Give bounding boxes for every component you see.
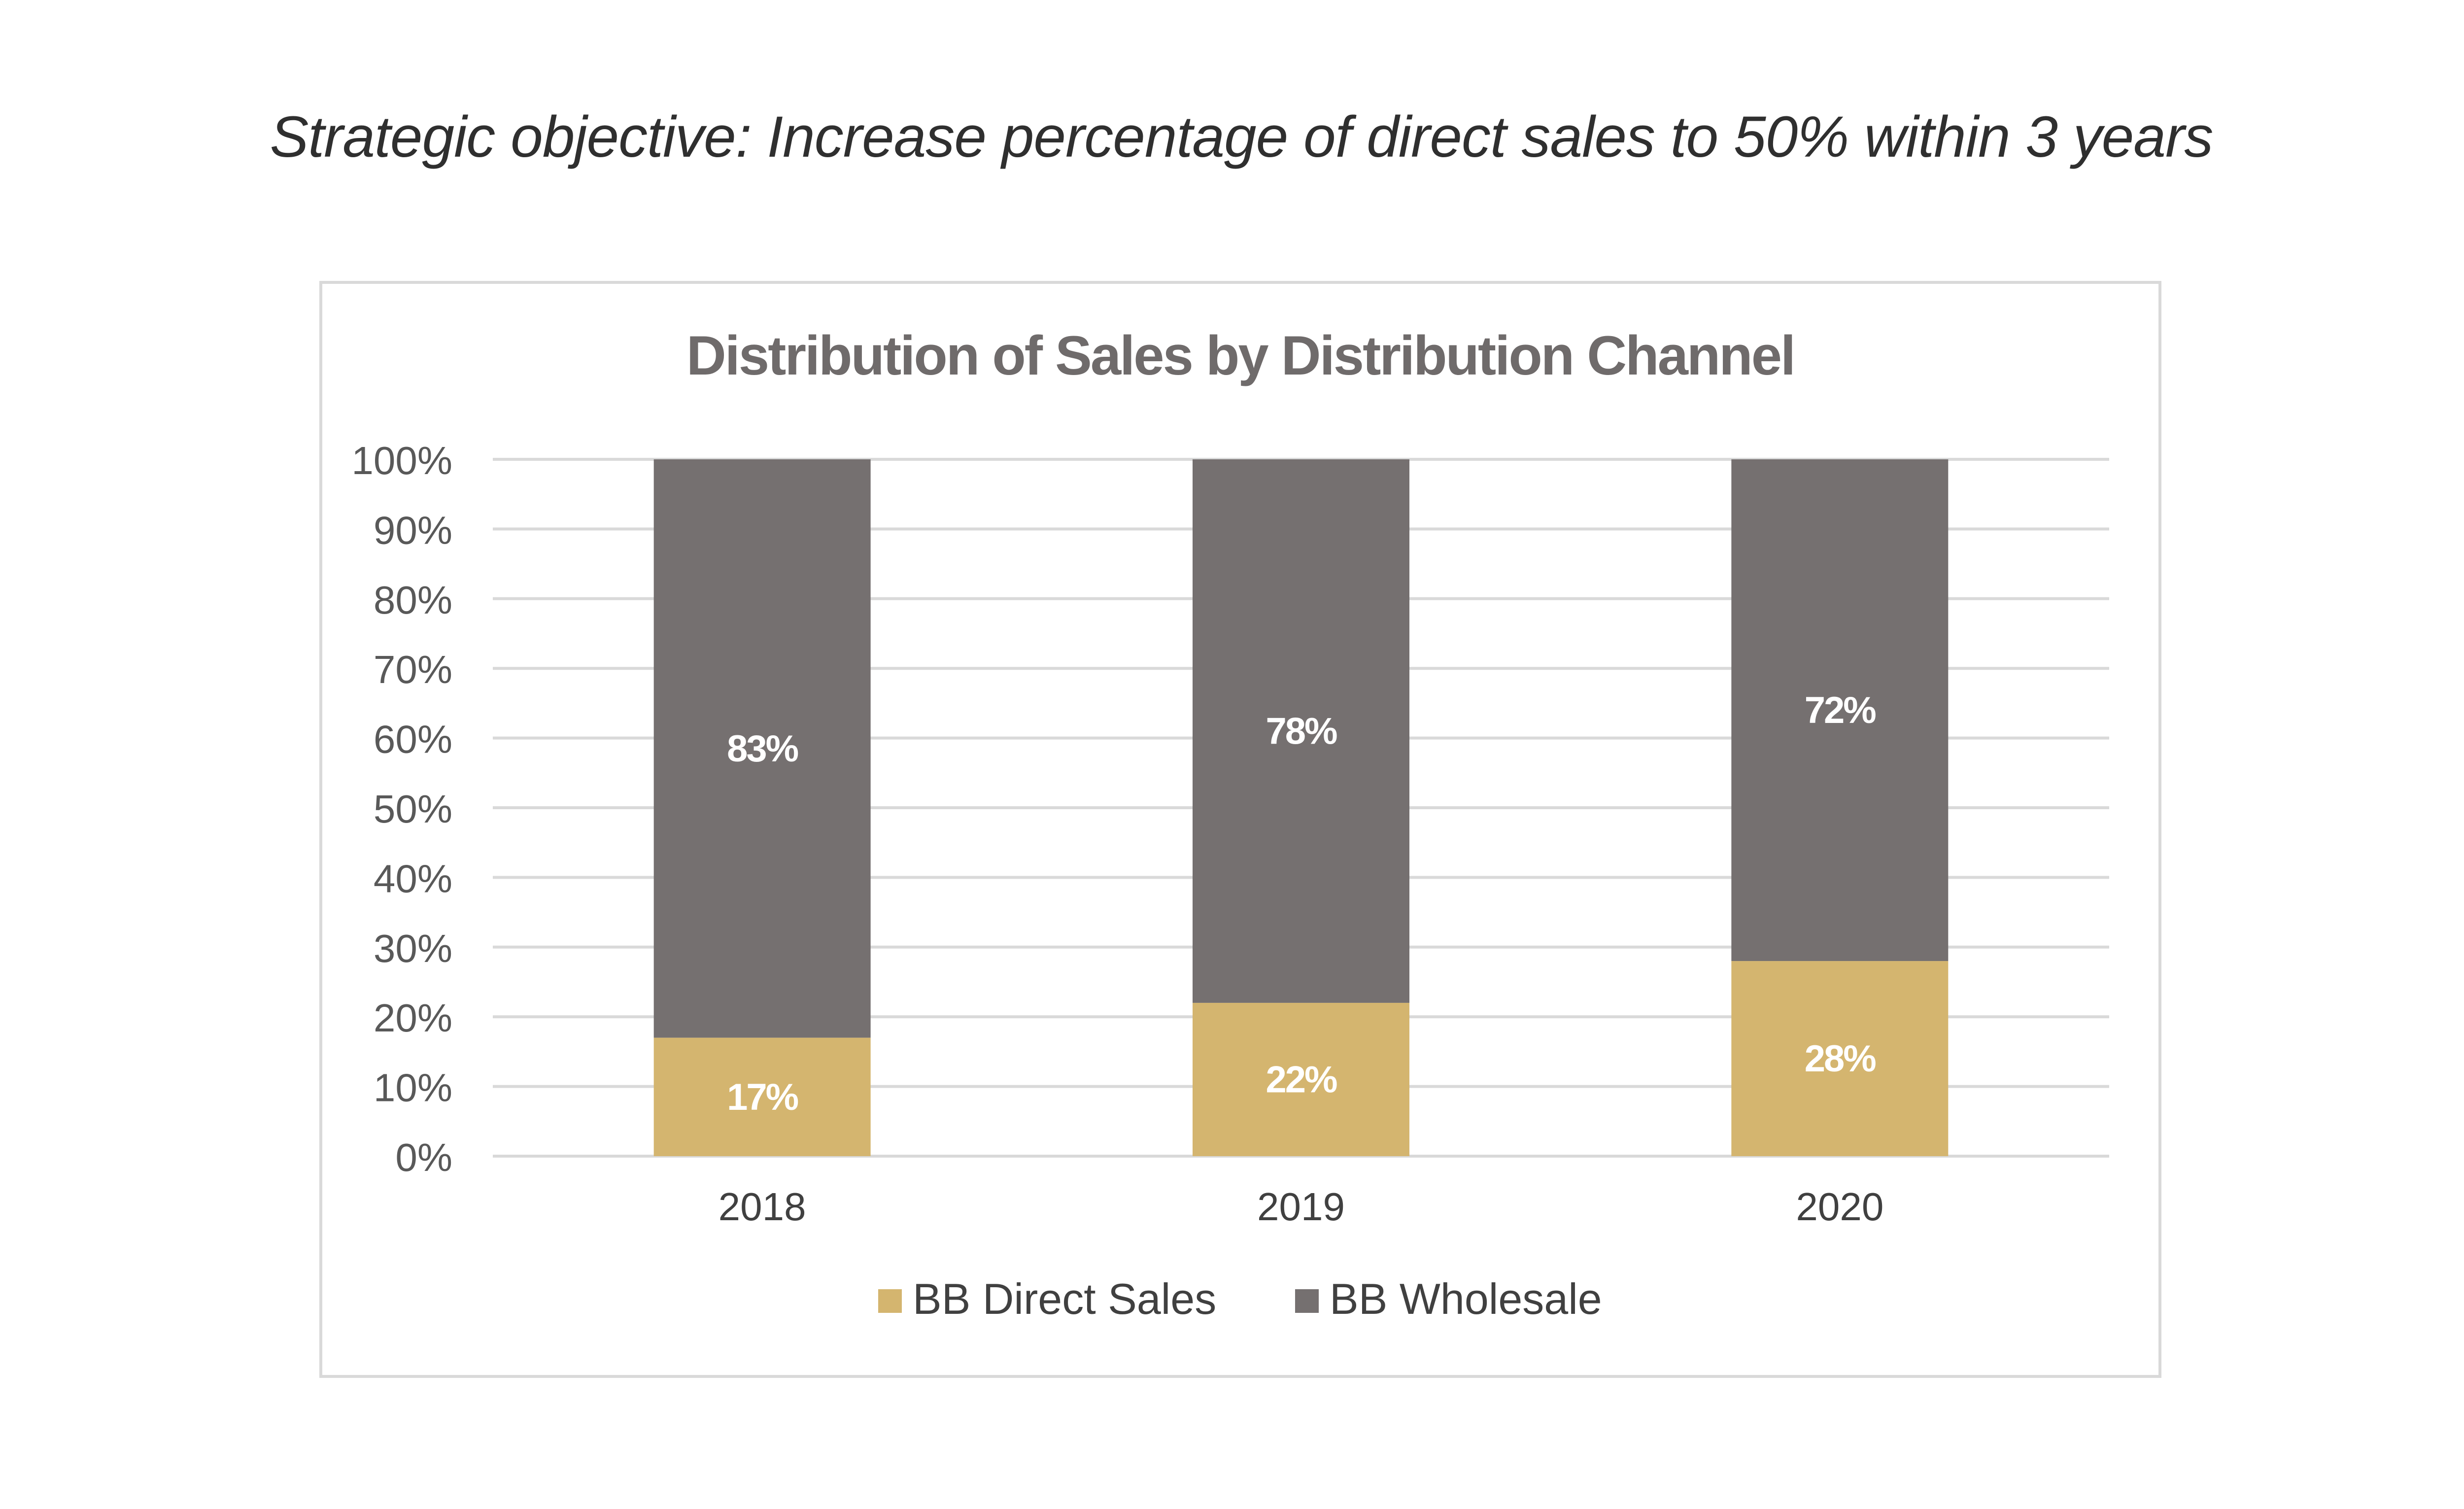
bars xyxy=(653,459,1949,1156)
headline: Strategic objective: Increase percentage… xyxy=(270,104,2214,170)
legend-swatch xyxy=(1295,1289,1319,1313)
y-tick-label: 70% xyxy=(374,648,452,691)
y-tick-label: 90% xyxy=(374,508,452,552)
bar-segment xyxy=(1193,1002,1409,1156)
x-axis-ticks: 2018 2019 2020 xyxy=(719,1185,1884,1229)
data-labels: 17% 83% 22% 78% 28% 72% xyxy=(727,689,1877,1118)
y-tick-label: 50% xyxy=(374,787,452,831)
legend: BB Direct Sales BB Wholesale xyxy=(878,1274,1602,1323)
bar-segment xyxy=(653,1037,871,1156)
x-tick-label: 2018 xyxy=(719,1185,806,1229)
y-tick-label: 100% xyxy=(351,439,452,482)
y-tick-label: 10% xyxy=(374,1066,452,1110)
y-axis-ticks: 0% 10% 20% 30% 40% 50% 60% 70% 80% 90% 100% xyxy=(351,439,452,1179)
y-tick-label: 30% xyxy=(374,926,452,970)
data-label: 83% xyxy=(727,728,798,770)
y-tick-label: 20% xyxy=(374,996,452,1040)
chart-title: Distribution of Sales by Distribution Ch… xyxy=(686,325,1794,386)
bar-segment xyxy=(653,459,871,1038)
x-tick-label: 2019 xyxy=(1257,1185,1345,1229)
bar-segment xyxy=(1731,459,1949,961)
data-label: 72% xyxy=(1805,689,1876,731)
y-tick-label: 60% xyxy=(374,718,452,761)
legend-swatch xyxy=(878,1289,902,1313)
data-label: 17% xyxy=(727,1076,798,1118)
data-label: 22% xyxy=(1266,1059,1337,1100)
data-label: 28% xyxy=(1805,1038,1876,1080)
bar-segment xyxy=(1193,459,1409,1003)
x-tick-label: 2020 xyxy=(1796,1185,1883,1229)
bar-segment xyxy=(1731,961,1949,1156)
legend-label: BB Wholesale xyxy=(1330,1274,1602,1323)
legend-label: BB Direct Sales xyxy=(913,1274,1216,1323)
y-tick-label: 80% xyxy=(374,578,452,622)
y-tick-label: 0% xyxy=(395,1135,452,1179)
y-tick-label: 40% xyxy=(374,857,452,900)
data-label: 78% xyxy=(1266,710,1337,752)
